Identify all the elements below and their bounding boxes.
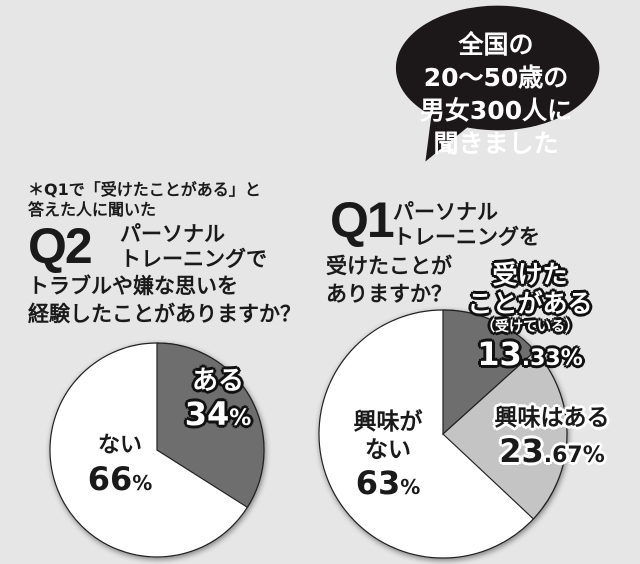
q2-title-line: トラブルや嫌な思いを bbox=[28, 274, 238, 298]
value-number: 34 bbox=[184, 395, 230, 433]
q2-title-line: トレーニングで bbox=[120, 247, 267, 271]
q1-slice-experienced bbox=[442, 309, 536, 436]
callout-text: 全国の 20〜50歳の 男女300人に 聞きました bbox=[380, 28, 612, 160]
q1-experienced-label: 受けた ことがある （受けている） 13.33% bbox=[462, 260, 598, 377]
slice-value: 34% bbox=[170, 396, 266, 437]
slice-label: 受けた bbox=[492, 260, 568, 289]
slice-value: 66% bbox=[72, 460, 168, 502]
slice-sublabel: （受けている） bbox=[481, 319, 579, 335]
slice-label: 興味が bbox=[353, 409, 423, 435]
value-unit: % bbox=[582, 443, 605, 468]
q2-number: Q2 bbox=[28, 218, 93, 274]
callout-bubble bbox=[395, 5, 600, 162]
slice-value: 63% bbox=[340, 464, 436, 506]
callout-line: 男女300人に bbox=[419, 96, 573, 125]
q1-pie bbox=[318, 309, 568, 559]
value-unit: % bbox=[400, 475, 421, 499]
q2-title-line: 経験したことがありますか？ bbox=[28, 302, 301, 326]
value-unit: % bbox=[132, 471, 153, 495]
q2-note-line: ＊Q1で「受けたことがある」と bbox=[28, 180, 261, 199]
q1-no-interest-label: 興味が ない 63% bbox=[340, 408, 436, 506]
callout-line: 聞きました bbox=[433, 129, 559, 158]
q1-title-line: 受けたことが bbox=[326, 254, 452, 278]
callout-line: 全国の bbox=[458, 30, 534, 59]
q1-title-body: 受けたことが ありますか？ bbox=[326, 252, 452, 308]
q1-interested-label: 興味はある 23.67% bbox=[482, 404, 622, 475]
slice-value: 13.33% bbox=[462, 336, 598, 377]
value-decimal: .33 bbox=[521, 346, 561, 371]
value-unit: % bbox=[560, 346, 583, 371]
q1-title-line: ありますか？ bbox=[326, 282, 452, 306]
slice-label: ない bbox=[97, 433, 142, 458]
q2-note-line: 答えた人に聞いた bbox=[28, 200, 157, 219]
q1-number: Q1 bbox=[330, 192, 395, 248]
slice-value: 23.67% bbox=[482, 432, 622, 475]
q1-slice-interested bbox=[442, 350, 568, 520]
q2-title-head: パーソナル トレーニングで bbox=[120, 222, 267, 272]
value-number: 63 bbox=[355, 464, 401, 502]
q2-aru-label: ある 34% bbox=[170, 366, 266, 437]
slice-label: 興味はある bbox=[494, 405, 610, 431]
value-number: 23 bbox=[499, 432, 544, 470]
q2-slice-aru bbox=[156, 342, 265, 509]
slice-label: ない bbox=[365, 437, 411, 463]
value-number: 66 bbox=[87, 460, 133, 498]
q1-title-line: トレーニングを bbox=[393, 225, 540, 249]
q2-note: ＊Q1で「受けたことがある」と 答えた人に聞いた bbox=[28, 180, 261, 220]
value-decimal: .67 bbox=[543, 443, 583, 468]
q2-title-body: トラブルや嫌な思いを 経験したことがありますか？ bbox=[28, 272, 301, 328]
slice-label: ある bbox=[191, 366, 244, 396]
q2-nai-label: ない 66% bbox=[72, 432, 168, 502]
q2-pie bbox=[49, 342, 265, 558]
q2-title-line: パーソナル bbox=[120, 222, 225, 246]
value-number: 13 bbox=[477, 335, 522, 373]
callout-line: 20〜50歳の bbox=[423, 63, 569, 92]
q1-title-head: パーソナル トレーニングを bbox=[393, 200, 540, 250]
value-unit: % bbox=[229, 406, 252, 431]
q1-title-line: パーソナル bbox=[393, 200, 498, 224]
slice-label: ことがある bbox=[467, 289, 593, 318]
